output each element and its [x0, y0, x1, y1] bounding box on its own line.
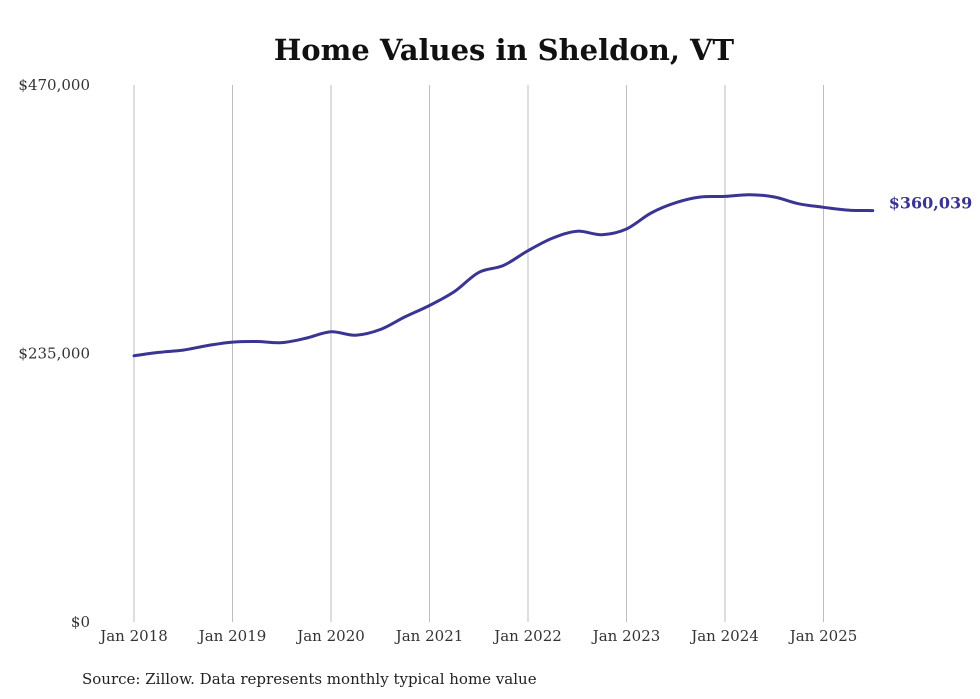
y-tick-label: $235,000 [18, 345, 90, 363]
x-tick-label: Jan 2019 [197, 627, 267, 645]
source-note: Source: Zillow. Data represents monthly … [82, 670, 537, 688]
home-value-line [132, 193, 875, 358]
y-tick-label: $470,000 [18, 76, 90, 94]
x-tick-label: Jan 2024 [689, 627, 759, 645]
y-axis-ticks: $0 $235,000 $470,000 [18, 76, 90, 631]
x-tick-label: Jan 2021 [394, 627, 464, 645]
chart-title: Home Values in Sheldon, VT [274, 33, 735, 67]
gridlines [133, 85, 824, 622]
x-tick-label: Jan 2023 [591, 627, 661, 645]
end-value-label: $360,039 [889, 194, 973, 213]
x-tick-label: Jan 2025 [788, 627, 858, 645]
x-tick-label: Jan 2020 [295, 627, 365, 645]
y-tick-label: $0 [71, 613, 90, 631]
x-axis-ticks: Jan 2018 Jan 2019 Jan 2020 Jan 2021 Jan 2022… [98, 627, 857, 645]
x-tick-label: Jan 2018 [98, 627, 168, 645]
x-tick-label: Jan 2022 [492, 627, 562, 645]
